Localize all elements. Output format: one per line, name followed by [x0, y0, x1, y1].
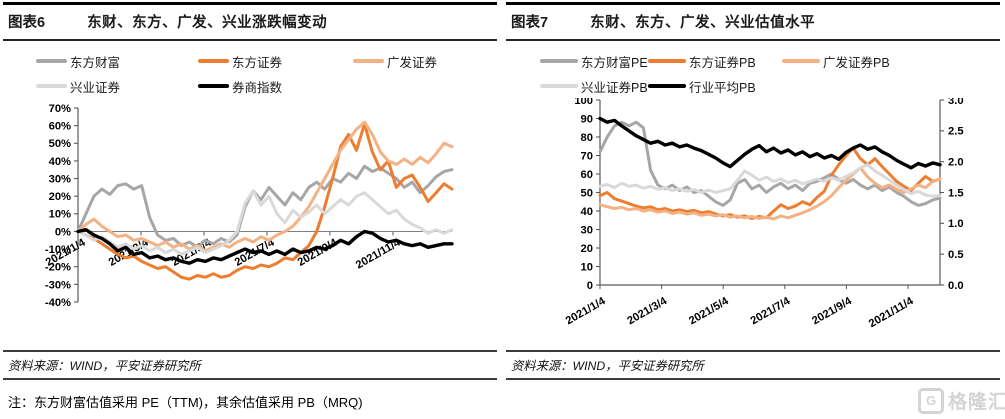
x-axis-date-label: 2021/9/4	[810, 295, 854, 328]
series-line	[598, 116, 942, 170]
legend-label: 广发证券PB	[823, 55, 890, 70]
axis-tick-label: 0	[587, 280, 593, 292]
legend-item: 东方财富	[36, 51, 198, 71]
legend-label: 兴业证券PB	[581, 80, 648, 95]
figure6-title: 东财、东方、广发、兴业涨跌幅变动	[87, 15, 328, 31]
legend-swatch	[198, 59, 229, 63]
legend-swatch	[648, 59, 686, 63]
legend-item: 东方财富PE	[540, 51, 648, 71]
figure7-panel: 图表7 东财、东方、广发、兴业估值水平 东方财富PE 东方证券PB 广发证券PB 兴业…	[503, 0, 1002, 419]
legend-label: 兴业证券	[70, 80, 121, 95]
axis-tick-label: 50%	[49, 138, 71, 150]
legend-item: 广发证券PB	[782, 51, 992, 71]
axis-tick-label: -30%	[45, 279, 71, 291]
axis-tick-label: 40%	[49, 156, 71, 168]
gelonghui-watermark: G 格隆汇	[918, 387, 1005, 414]
series-line	[76, 122, 454, 281]
gelonghui-logo-icon: G	[918, 387, 944, 414]
x-axis-date-label: 2021/11/4	[867, 295, 916, 330]
axis-tick-label: 40	[581, 206, 593, 218]
axis-tick-label: 0.5	[948, 249, 964, 261]
series-line	[76, 164, 454, 249]
axis-tick-label: 3.0	[948, 98, 964, 107]
axis-tick-label: 1.5	[948, 187, 964, 199]
axis-tick-label: 1.0	[948, 218, 964, 230]
figure7-title: 东财、东方、广发、兴业估值水平	[590, 15, 816, 31]
legend-label: 东方财富PE	[581, 55, 648, 70]
figure6-legend: 东方财富 东方证券 广发证券兴业证券 券商指数	[36, 51, 489, 96]
x-axis-date-label: 2021/3/4	[625, 295, 669, 328]
legend-item: 行业平均PB	[648, 76, 782, 96]
legend-label: 东方财富	[70, 55, 121, 70]
legend-item: 东方证券PB	[648, 51, 782, 71]
figure6-label: 图表6	[8, 15, 46, 31]
figure6-note: 注：东方财富估值采用 PE（TTM)，其余估值采用 PB（MRQ)	[8, 395, 363, 410]
axis-tick-label: -40%	[45, 297, 71, 309]
legend-swatch	[353, 59, 384, 63]
legend-label: 券商指数	[232, 80, 283, 95]
axis-tick-label: 60	[581, 169, 593, 181]
legend-item: 东方证券	[198, 51, 353, 71]
series-line	[76, 120, 454, 253]
axis-tick-label: 10	[581, 261, 593, 273]
gelonghui-logo-text: 格隆汇	[948, 392, 1005, 413]
figure7-source: 资料来源：WIND，平安证券研究所	[506, 350, 1000, 380]
x-axis-date-label: 2021/5/4	[687, 295, 731, 328]
figure7-label: 图表7	[511, 15, 549, 31]
legend-item: 兴业证券PB	[540, 76, 648, 96]
x-axis-date-label: 2021/7/4	[749, 295, 793, 328]
legend-swatch	[648, 84, 686, 88]
legend-swatch	[540, 84, 578, 88]
axis-tick-label: 2.0	[948, 157, 964, 169]
series-line	[598, 120, 942, 207]
legend-label: 广发证券	[387, 55, 438, 70]
legend-label: 东方证券PB	[689, 55, 756, 70]
axis-tick-label: 80	[581, 132, 593, 144]
figure6-source: 资料来源：WIND，平安证券研究所	[3, 350, 497, 380]
axis-tick-label: 70%	[49, 103, 71, 115]
series-line	[598, 166, 942, 221]
legend-swatch	[540, 59, 578, 63]
axis-tick-label: 0.0	[948, 280, 964, 292]
series-line	[598, 146, 942, 220]
price-change-chart: -40%-30%-20%-10%0%10%20%30%40%50%60%70%2…	[44, 103, 454, 309]
source-text: 资料来源：WIND，平安证券研究所	[8, 359, 201, 373]
legend-swatch	[782, 59, 820, 63]
x-axis-date-label: 2021/1/4	[564, 295, 608, 328]
figure7-header: 图表7 东财、东方、广发、兴业估值水平	[506, 2, 1000, 41]
legend-swatch	[198, 84, 229, 88]
axis-tick-label: 30	[581, 224, 593, 236]
figure6-header: 图表6 东财、东方、广发、兴业涨跌幅变动	[3, 2, 497, 41]
legend-item: 券商指数	[198, 76, 353, 96]
legend-swatch	[36, 84, 67, 88]
axis-tick-label: 50	[581, 187, 593, 199]
axis-tick-label: -10%	[45, 244, 71, 256]
axis-tick-label: 70	[581, 150, 593, 162]
axis-tick-label: 30%	[49, 173, 71, 185]
axis-tick-label: 10%	[49, 209, 71, 221]
legend-label: 行业平均PB	[689, 80, 756, 95]
axis-tick-label: 20%	[49, 191, 71, 203]
axis-tick-label: 100	[574, 98, 593, 107]
valuation-chart: 0 10 20 30 40 50 60 70 80 90 100 0.0 0.5 1.0 1.5 2.0 2.5…	[564, 98, 964, 330]
axis-tick-label: 60%	[49, 121, 71, 133]
axis-tick-label: -20%	[45, 262, 71, 274]
legend-swatch	[36, 59, 67, 63]
legend-item: 广发证券	[353, 51, 489, 71]
series-line	[598, 163, 942, 198]
axis-tick-label: 90	[581, 113, 593, 125]
figure6-panel: 图表6 东财、东方、广发、兴业涨跌幅变动 东方财富 东方证券 广发证券兴业证券 券商指…	[0, 0, 499, 419]
series-line	[76, 189, 454, 256]
figure7-legend: 东方财富PE 东方证券PB 广发证券PB 兴业证券PB 行业平均PB	[540, 51, 992, 96]
legend-item: 兴业证券	[36, 76, 198, 96]
series-line	[76, 227, 454, 265]
axis-tick-label: 0%	[55, 226, 71, 238]
axis-tick-label: 20	[581, 243, 593, 255]
legend-label: 东方证券	[232, 55, 283, 70]
axis-tick-label: 2.5	[948, 126, 964, 138]
source-text: 资料来源：WIND，平安证券研究所	[511, 359, 704, 373]
